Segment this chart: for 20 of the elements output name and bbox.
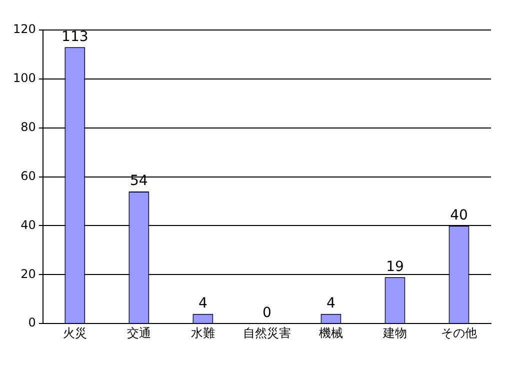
y-tick-label: 0 xyxy=(28,316,36,330)
y-tick-label: 80 xyxy=(20,120,36,134)
data-label: 0 xyxy=(262,305,272,322)
y-tick-label: 20 xyxy=(20,266,36,281)
x-tick-label: 建物 xyxy=(382,326,407,340)
y-tick-label: 40 xyxy=(20,218,36,232)
x-tick-label: その他 xyxy=(440,326,477,340)
y-tick-label: 120 xyxy=(13,22,36,36)
x-tick-label: 水難 xyxy=(190,326,215,340)
x-tick-label: 交通 xyxy=(126,326,151,340)
data-label: 113 xyxy=(62,28,88,45)
x-tick-label: 機械 xyxy=(318,326,343,340)
y-tick-label: 60 xyxy=(20,168,36,183)
data-label: 4 xyxy=(326,295,336,312)
data-label: 4 xyxy=(198,295,208,312)
data-label: 19 xyxy=(386,258,404,275)
data-label: 40 xyxy=(450,207,468,224)
y-tick-label: 100 xyxy=(13,71,36,86)
x-tick-label: 自然災害 xyxy=(242,326,291,340)
x-tick-label: 火災 xyxy=(62,326,87,340)
